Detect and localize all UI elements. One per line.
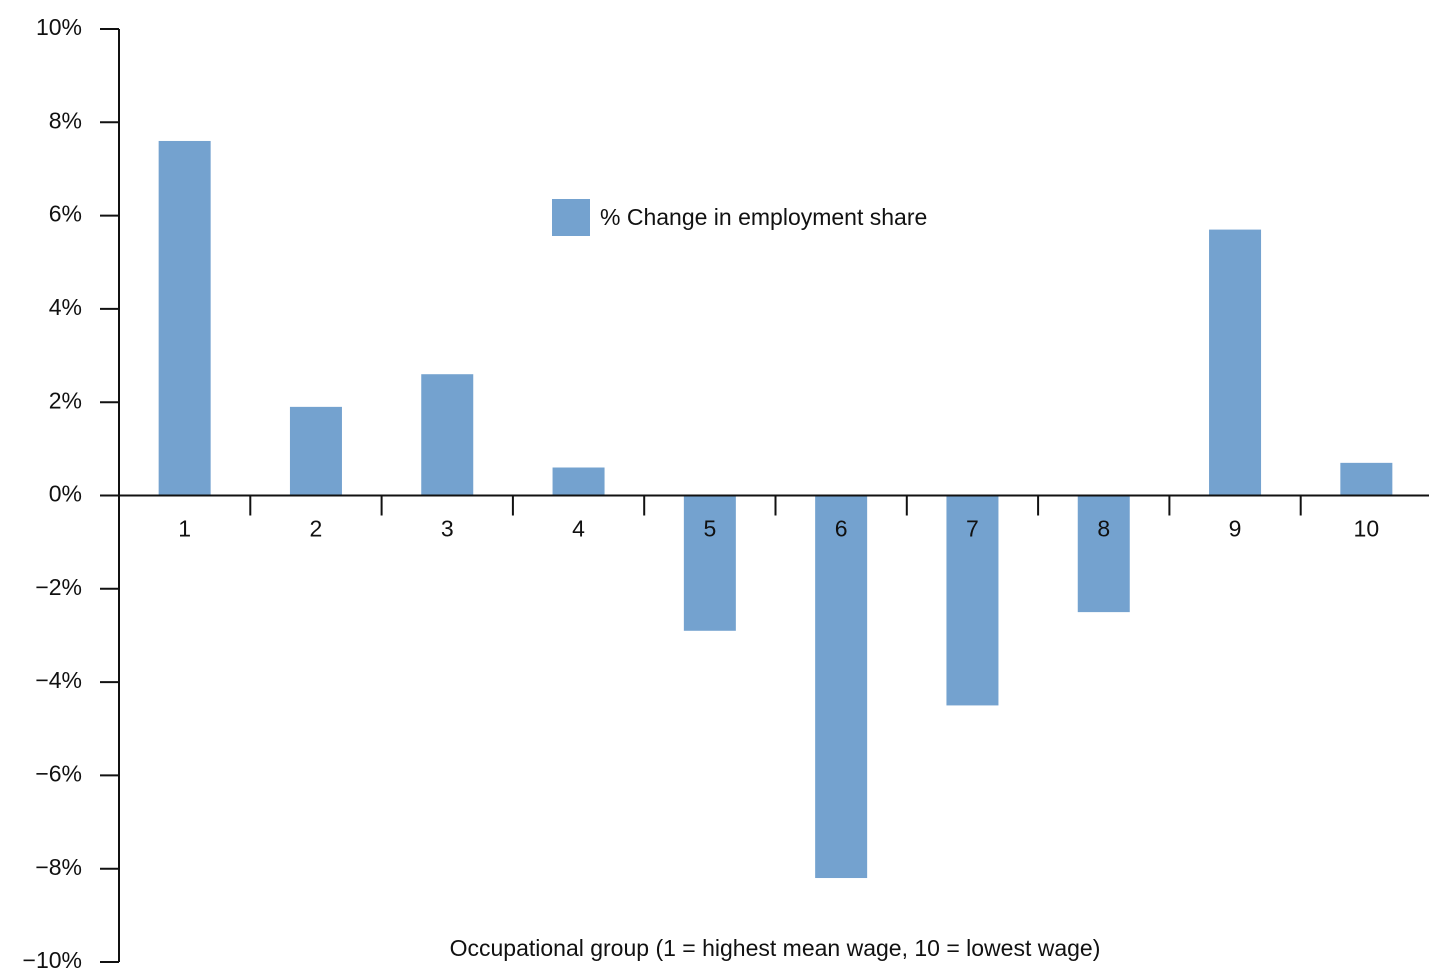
y-tick-label: 4%	[49, 294, 82, 320]
bar	[1340, 462, 1393, 496]
y-tick-label: −10%	[23, 947, 82, 971]
y-tick-label: 2%	[49, 387, 82, 413]
y-tick-label: −2%	[35, 574, 82, 600]
y-tick-label: 8%	[49, 107, 82, 133]
bar	[683, 495, 736, 631]
x-tick-label: 10	[1354, 516, 1380, 542]
x-tick-label: 2	[310, 516, 323, 542]
bar	[158, 140, 211, 496]
bar	[421, 374, 474, 496]
bar	[289, 406, 342, 496]
x-axis-label: Occupational group (1 = highest mean wag…	[450, 935, 1101, 961]
bar	[946, 495, 999, 706]
bar	[552, 467, 605, 496]
x-tick-label: 1	[178, 516, 191, 542]
x-tick-label: 6	[835, 516, 848, 542]
x-tick-label: 3	[441, 516, 454, 542]
x-tick-label: 9	[1229, 516, 1242, 542]
legend-label: % Change in employment share	[600, 204, 927, 230]
legend-swatch	[552, 199, 590, 236]
x-tick-label: 4	[572, 516, 585, 542]
y-tick-label: 10%	[36, 14, 82, 40]
x-tick-label: 7	[966, 516, 979, 542]
bar	[1209, 229, 1262, 496]
x-tick-label: 5	[703, 516, 716, 542]
bar	[815, 495, 868, 879]
y-tick-label: −4%	[35, 667, 82, 693]
y-tick-label: 6%	[49, 201, 82, 227]
y-tick-label: −8%	[35, 854, 82, 880]
y-tick-label: 0%	[49, 481, 82, 507]
x-tick-label: 8	[1097, 516, 1110, 542]
bar	[1077, 495, 1130, 613]
y-tick-label: −6%	[35, 760, 82, 786]
